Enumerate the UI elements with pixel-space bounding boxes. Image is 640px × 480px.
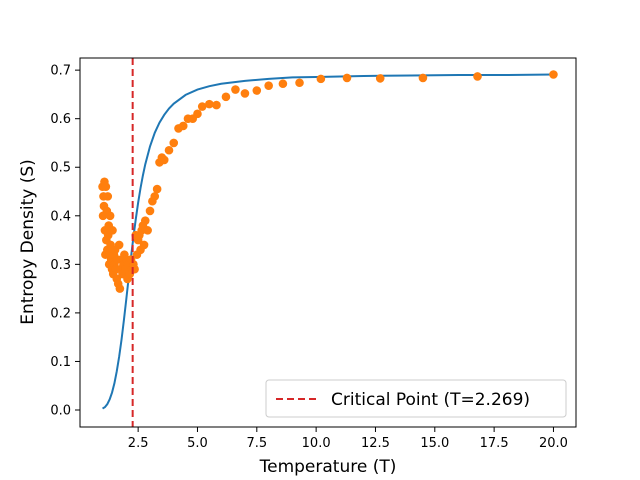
scatter-point <box>418 73 428 83</box>
scatter-point <box>150 192 160 201</box>
scatter-point <box>145 206 155 216</box>
y-tick-label: 0.7 <box>50 64 71 79</box>
model-curve-layer <box>102 73 554 410</box>
scatter-point <box>375 74 385 83</box>
scatter-point <box>152 184 162 194</box>
x-tick-label: 20.0 <box>539 436 568 451</box>
x-tick-label: 2.5 <box>128 436 149 451</box>
scatter-point <box>130 264 139 274</box>
x-axis-label: Temperature (T) <box>259 457 397 477</box>
scatter-point <box>212 100 221 110</box>
scatter-point <box>164 145 174 155</box>
model-curve-line <box>102 73 554 410</box>
x-tick-label: 17.5 <box>480 436 509 451</box>
scatter-point <box>101 182 111 191</box>
scatter-point <box>108 226 117 235</box>
scatter-point <box>159 155 169 165</box>
y-axis-ticks: 0.0 0.1 0.2 0.3 0.4 0.5 0.6 0.7 <box>50 64 80 419</box>
plot-frame <box>79 57 577 428</box>
legend-box <box>265 379 567 418</box>
x-axis-ticks: 2.5 5.0 7.5 10.0 12.5 15.0 17.5 20.0 <box>128 427 568 451</box>
y-tick-label: 0.6 <box>50 112 71 127</box>
scatter-point <box>139 240 149 250</box>
scatter-point <box>169 138 179 148</box>
scatter-point <box>197 102 207 111</box>
scatter-point <box>205 99 214 109</box>
x-tick-label: 5.0 <box>187 436 208 451</box>
y-axis-label: Entropy Density (S) <box>18 159 38 325</box>
scatter-point <box>221 92 231 102</box>
plot-area <box>80 58 576 427</box>
scatter-point <box>114 240 124 250</box>
scatter-point <box>549 70 558 79</box>
scatter-point <box>264 81 273 90</box>
scatter-point <box>473 72 482 81</box>
legend: Critical Point (T=2.269) <box>265 379 567 418</box>
x-tick-label: 15.0 <box>420 436 449 451</box>
y-tick-label: 0.2 <box>50 306 71 321</box>
scatter-point <box>278 79 288 89</box>
scatter-point <box>240 89 250 98</box>
y-tick-label: 0.4 <box>50 209 71 224</box>
scatter-point <box>178 121 188 131</box>
scatter-point <box>193 109 202 119</box>
scatter-point <box>252 86 262 95</box>
scatter-point <box>295 78 304 88</box>
scatter-point <box>143 226 152 235</box>
x-tick-label: 12.5 <box>361 436 390 451</box>
scatter-point <box>342 73 352 83</box>
y-tick-label: 0.0 <box>50 404 71 419</box>
y-tick-label: 0.3 <box>50 258 71 273</box>
scatter-points-layer <box>98 70 558 293</box>
scatter-point <box>105 211 115 221</box>
x-tick-label: 10.0 <box>302 436 331 451</box>
scatter-point <box>316 74 326 84</box>
x-tick-label: 7.5 <box>246 436 267 451</box>
scatter-point <box>140 216 150 225</box>
scatter-point <box>103 192 113 201</box>
y-tick-label: 0.1 <box>50 355 71 370</box>
y-tick-label: 0.5 <box>50 161 71 176</box>
scatter-point <box>231 85 240 94</box>
scatter-point <box>115 284 125 293</box>
legend-entry-critical-point: Critical Point (T=2.269) <box>331 390 530 410</box>
